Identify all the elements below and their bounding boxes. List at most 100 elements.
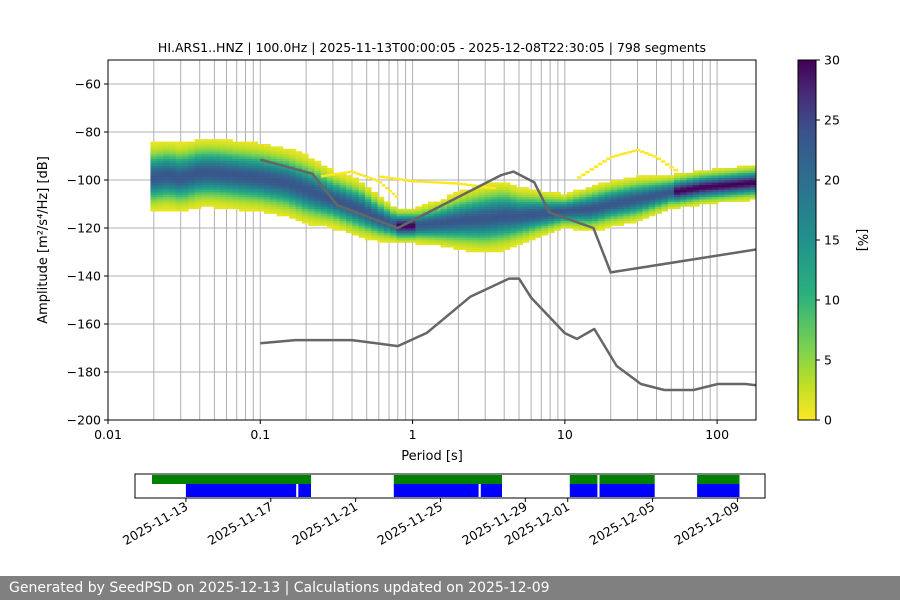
heatmap-cell [194,192,202,195]
heatmap-cell [358,235,366,238]
heatmap-cell [541,199,549,202]
heatmap-cell [730,184,738,188]
heatmap-cell [377,235,385,238]
heatmap-cell [270,146,278,150]
heatmap-cell [453,232,460,236]
heatmap-cell [547,213,555,217]
heatmap-cell [743,184,751,188]
heatmap-cell [573,201,580,205]
heatmap-cell [560,213,568,217]
heatmap-cell [213,165,221,169]
heatmap-cell [358,211,366,214]
heatmap-cell [327,223,334,226]
heatmap-cell [636,184,643,188]
heatmap-cell [516,220,524,224]
heatmap-cell [156,204,164,207]
heatmap-cell [251,158,259,162]
heatmap-cell [453,237,460,241]
heatmap-cell [585,187,593,190]
heatmap-cell [711,187,719,190]
heatmap-cell [674,204,681,207]
heatmap-cell [472,208,479,212]
heatmap-cell [263,211,271,214]
heatmap-cell [737,170,744,174]
heatmap-cell [440,237,448,241]
heatmap-cell [150,204,158,207]
heatmap-cell [314,163,322,166]
heatmap-cell [686,172,694,176]
heatmap-cell [308,189,315,193]
heatmap-cell [371,192,378,195]
heatmap-cell [472,244,479,248]
heatmap-cell [674,187,681,190]
heatmap-cell [402,237,410,241]
heatmap-cell [667,204,675,207]
heatmap-cell [257,208,265,212]
heatmap-cell [194,148,202,152]
heatmap-cell [226,144,233,147]
heatmap-cell [674,192,681,195]
heatmap-cell [295,158,303,162]
heatmap-cell [213,206,221,210]
heatmap-cell [213,196,221,200]
heatmap-cell [200,139,208,142]
heatmap-cell [383,225,391,229]
heatmap-cell [749,194,756,198]
heatmap-cell [276,187,284,190]
x-axis-label: Period [s] [401,449,463,464]
heatmap-cell [610,220,618,224]
heatmap-cell [446,194,454,198]
heatmap-cell [497,249,505,253]
heatmap-cell [566,201,574,205]
heatmap-cell [270,177,278,181]
heatmap-cell [219,163,227,166]
x-tick-label: 10 [557,427,573,442]
heatmap-cell [226,204,233,207]
heatmap-cell [459,199,467,202]
heatmap-cell [207,175,214,178]
heatmap-cell [636,213,643,217]
heatmap-cell [711,196,719,200]
heatmap-cell [169,177,177,181]
heatmap-cell [585,208,593,212]
heatmap-cell [150,148,158,152]
heatmap-cell [655,192,662,195]
heatmap-cell [585,213,593,217]
heatmap-cell [528,201,536,205]
heatmap-cell [560,220,568,224]
heatmap-cell [629,220,637,224]
heatmap-outlier-cell [665,163,670,166]
heatmap-cell [194,184,202,188]
heatmap-cell [245,184,252,188]
heatmap-cell [270,163,278,166]
heatmap-cell [421,218,429,222]
heatmap-cell [226,177,233,181]
heatmap-cell [358,232,366,236]
heatmap-cell [692,184,700,188]
heatmap-cell [509,220,517,224]
heatmap-cell [194,175,202,178]
heatmap-cell [276,153,284,157]
heatmap-cell [491,244,498,248]
heatmap-cell [188,153,196,157]
heatmap-cell [270,189,278,193]
heatmap-cell [598,204,606,207]
heatmap-cell [522,208,530,212]
heatmap-cell [245,146,252,150]
heatmap-cell [156,177,164,181]
heatmap-cell [390,218,397,222]
heatmap-cell [472,201,479,205]
heatmap-cell [358,218,366,222]
heatmap-cell [163,158,170,162]
heatmap-cell [308,201,315,205]
heatmap-cell [427,223,435,226]
heatmap-cell [175,180,183,183]
heatmap-cell [629,208,637,212]
heatmap-cell [491,228,498,231]
heatmap-cell [579,206,587,210]
heatmap-cell [636,192,643,195]
heatmap-cell [301,182,309,186]
heatmap-cell [226,158,233,162]
heatmap-cell [282,158,290,162]
heatmap-cell [339,220,347,224]
